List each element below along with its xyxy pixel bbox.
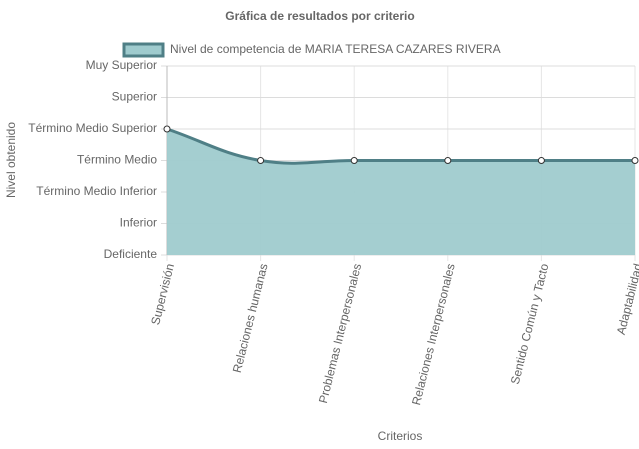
x-tick-label: Relaciones Interpersonales [409, 262, 458, 406]
y-axis-title: Nivel obtenido [4, 122, 18, 198]
x-tick-label: Supervisión [148, 262, 177, 326]
y-tick-label: Superior [112, 90, 157, 104]
y-tick-label: Muy Superior [86, 58, 157, 72]
legend-label: Nivel de competencia de MARIA TERESA CAZ… [170, 42, 501, 56]
line [166, 127, 635, 165]
y-tick-label: Término Medio Inferior [36, 184, 157, 198]
x-axis-title: Criterios [378, 429, 423, 443]
y-tick-label: Inferior [120, 216, 157, 230]
x-tick-label: Problemas Interpersonales [316, 262, 364, 405]
area [167, 129, 635, 255]
point [163, 125, 171, 133]
point [444, 157, 452, 164]
point [631, 157, 639, 164]
chart-title: Gráfica de resultados por criterio [225, 9, 414, 23]
y-tick-label: Término Medio Superior [28, 121, 157, 135]
point [257, 157, 265, 164]
x-tick-label: Adaptabilidad [614, 262, 639, 336]
legend-swatch [122, 42, 165, 58]
y-tick-label: Término Medio [77, 153, 157, 167]
point [537, 157, 545, 164]
x-tick-label: Sentido Común y Tacto [508, 262, 552, 386]
y-tick-label: Deficiente [104, 247, 158, 261]
x-tick-label: Relaciones humanas [230, 262, 271, 374]
point [350, 157, 358, 164]
